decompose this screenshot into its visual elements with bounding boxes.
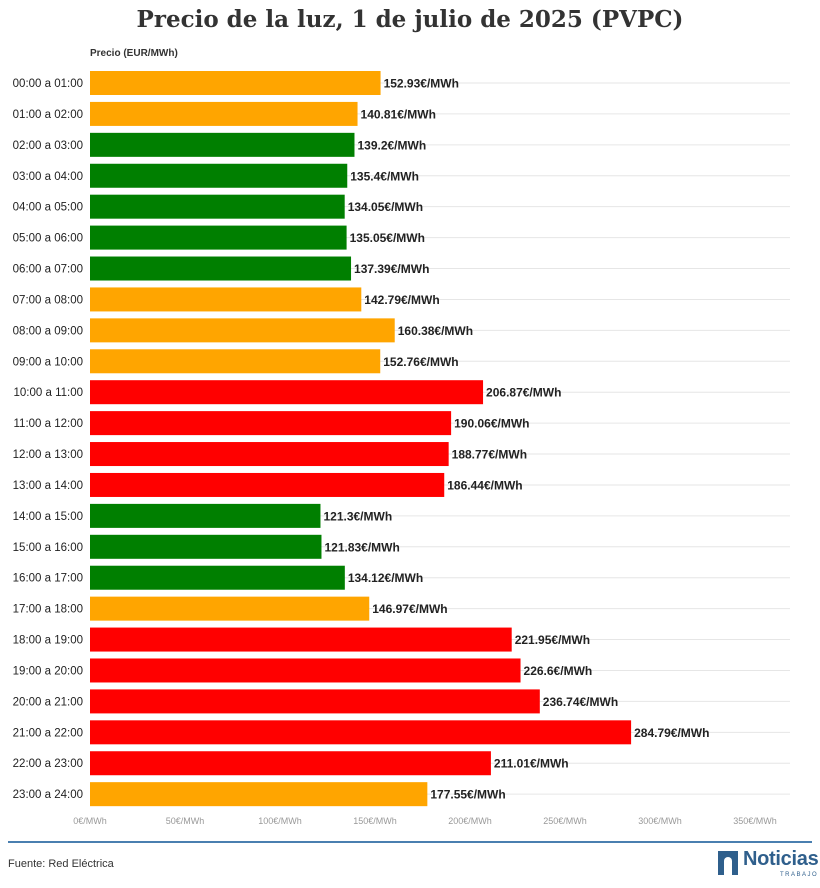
bar — [90, 751, 491, 776]
bars — [90, 71, 632, 807]
category-label: 20:00 a 21:00 — [13, 696, 83, 708]
bar — [90, 534, 322, 559]
data-label: 134.12€/MWh — [348, 571, 423, 585]
data-label: 206.87€/MWh — [486, 386, 561, 400]
category-label: 09:00 a 10:00 — [13, 356, 83, 368]
x-tick-label: 50€/MWh — [166, 816, 205, 826]
category-label: 00:00 a 01:00 — [13, 78, 83, 90]
logo-subtitle: TRABAJO — [780, 872, 819, 878]
category-label: 04:00 a 05:00 — [13, 202, 83, 214]
axis-label: Precio (EUR/MWh) — [90, 48, 178, 59]
data-label: 190.06€/MWh — [454, 417, 529, 431]
x-tick-label: 200€/MWh — [448, 816, 492, 826]
x-tick-label: 100€/MWh — [258, 816, 302, 826]
category-label: 01:00 a 02:00 — [13, 109, 83, 121]
x-tick-label: 250€/MWh — [543, 816, 587, 826]
bar — [90, 380, 484, 405]
x-tick-label: 350€/MWh — [733, 816, 777, 826]
category-label: 02:00 a 03:00 — [13, 140, 83, 152]
bar — [90, 132, 355, 157]
data-label: 121.3€/MWh — [323, 509, 392, 523]
category-label: 06:00 a 07:00 — [13, 264, 83, 276]
data-label: 186.44€/MWh — [447, 478, 522, 492]
category-label: 15:00 a 16:00 — [13, 542, 83, 554]
bar — [90, 596, 370, 621]
category-label: 11:00 a 12:00 — [14, 418, 84, 430]
category-label: 18:00 a 19:00 — [13, 635, 83, 647]
bar — [90, 565, 345, 590]
data-label: 140.81€/MWh — [361, 107, 436, 121]
category-label: 23:00 a 24:00 — [13, 789, 83, 801]
bar — [90, 71, 381, 95]
data-label: 211.01€/MWh — [494, 757, 569, 771]
data-label: 152.93€/MWh — [384, 77, 459, 91]
bar — [90, 689, 540, 714]
x-axis-ticks: 0€/MWh 50€/MWh 100€/MWh 150€/MWh 200€/MWh 250… — [73, 816, 777, 826]
data-label: 135.05€/MWh — [350, 231, 425, 245]
data-label: 236.74€/MWh — [543, 695, 618, 709]
value-labels: 152.93€/MWh 140.81€/MWh 139.2€/MWh 135.4€/M… — [323, 77, 709, 802]
category-label: 19:00 a 20:00 — [13, 665, 83, 677]
x-tick-label: 150€/MWh — [353, 816, 397, 826]
data-label: 142.79€/MWh — [364, 293, 439, 307]
category-label: 17:00 a 18:00 — [13, 604, 83, 616]
category-labels: 00:00 a 01:00 01:00 a 02:00 02:00 a 03:00 0… — [13, 78, 83, 801]
data-label: 137.39€/MWh — [354, 262, 429, 276]
bar — [90, 627, 512, 652]
bar — [90, 411, 452, 436]
bar — [90, 287, 362, 312]
category-label: 05:00 a 06:00 — [13, 233, 83, 245]
bar — [90, 720, 632, 745]
bar — [90, 658, 521, 683]
category-label: 12:00 a 13:00 — [13, 449, 83, 461]
data-label: 146.97€/MWh — [372, 602, 447, 616]
category-label: 22:00 a 23:00 — [13, 758, 83, 770]
bar — [90, 349, 381, 374]
x-tick-label: 300€/MWh — [638, 816, 682, 826]
data-label: 121.83€/MWh — [324, 540, 399, 554]
data-label: 160.38€/MWh — [398, 324, 473, 338]
logo-icon — [718, 851, 738, 875]
category-label: 08:00 a 09:00 — [13, 325, 83, 337]
category-label: 13:00 a 14:00 — [13, 480, 83, 492]
category-label: 03:00 a 04:00 — [13, 171, 83, 183]
data-label: 284.79€/MWh — [634, 726, 709, 740]
footer-divider — [8, 841, 812, 843]
bar — [90, 101, 358, 126]
data-label: 177.55€/MWh — [430, 788, 505, 802]
brand-logo: Noticias TRABAJO — [718, 848, 819, 879]
bar — [90, 194, 345, 219]
category-label: 07:00 a 08:00 — [13, 294, 83, 306]
data-label: 134.05€/MWh — [348, 200, 423, 214]
grid-lines — [90, 82, 790, 795]
data-label: 135.4€/MWh — [350, 169, 419, 183]
data-label: 226.6€/MWh — [524, 664, 593, 678]
category-label: 10:00 a 11:00 — [14, 387, 84, 399]
source-note: Fuente: Red Eléctrica — [8, 858, 114, 870]
bar — [90, 472, 445, 497]
bar — [90, 782, 428, 807]
category-label: 16:00 a 17:00 — [13, 573, 83, 585]
bar — [90, 318, 395, 343]
bar — [90, 442, 449, 467]
data-label: 188.77€/MWh — [452, 448, 527, 462]
chart-title: Precio de la luz, 1 de julio de 2025 (PV… — [136, 6, 684, 33]
bar — [90, 225, 347, 250]
data-label: 139.2€/MWh — [357, 138, 426, 152]
bar — [90, 503, 321, 528]
bar — [90, 163, 348, 188]
data-label: 221.95€/MWh — [515, 633, 590, 647]
data-label: 152.76€/MWh — [383, 355, 458, 369]
logo-word: Noticias — [743, 848, 819, 870]
bar — [90, 256, 352, 281]
category-label: 14:00 a 15:00 — [13, 511, 83, 523]
category-label: 21:00 a 22:00 — [13, 727, 83, 739]
x-tick-label: 0€/MWh — [73, 816, 107, 826]
bar-chart: Precio (EUR/MWh) 00:00 a 01:00 01:00 a 02… — [13, 48, 790, 826]
